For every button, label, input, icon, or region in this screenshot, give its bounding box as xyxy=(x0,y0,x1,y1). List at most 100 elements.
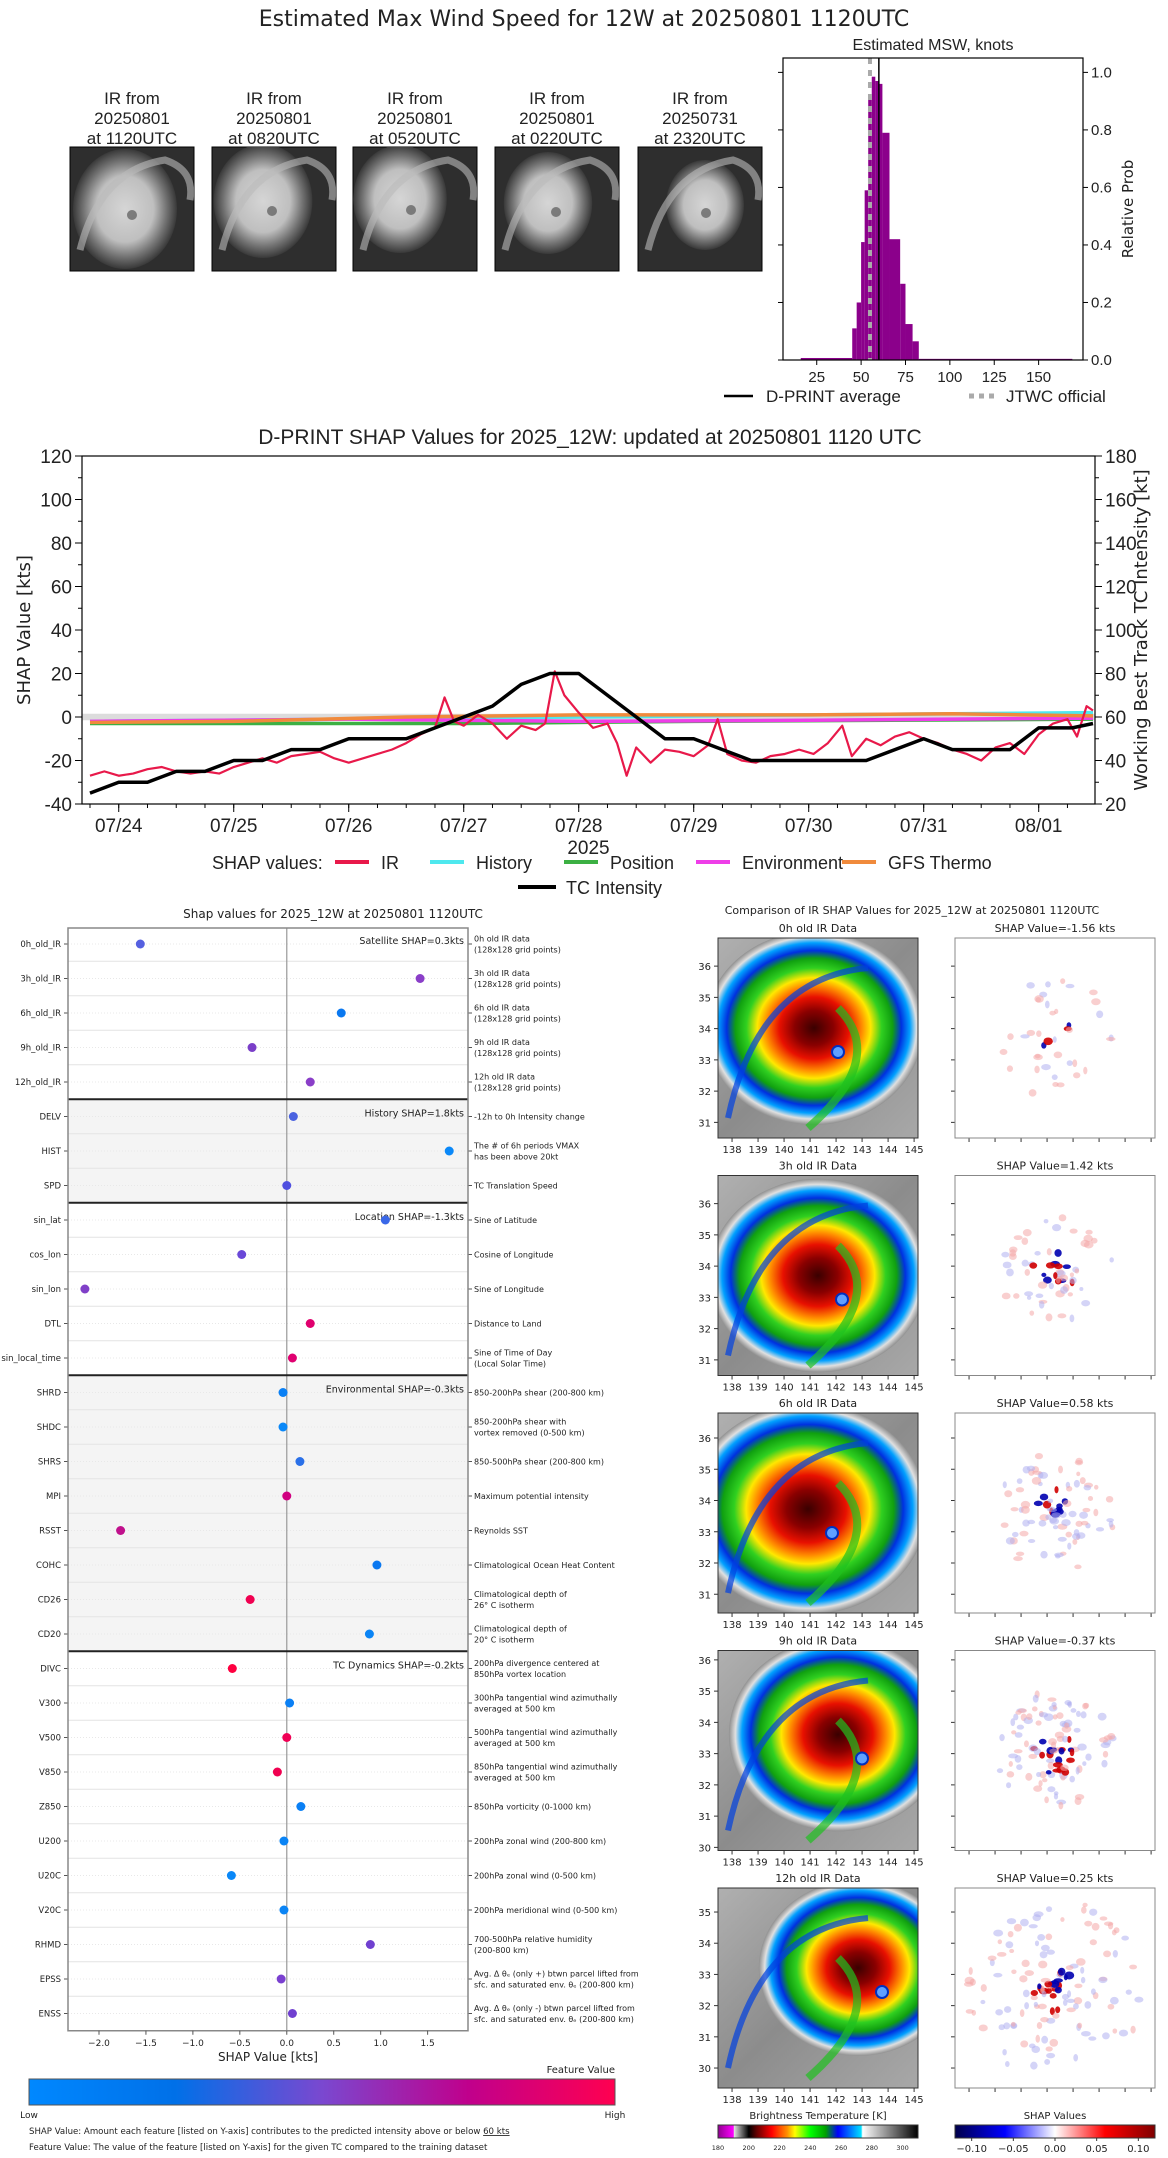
feature-group: sin_lat Sine of Latitude cos_lon Cosine of … xyxy=(1,1202,554,1376)
feature-description: Climatological Ocean Heat Content xyxy=(474,1561,615,1570)
y-tick-label: 1.0 xyxy=(1091,64,1112,81)
x-tick-label: 07/27 xyxy=(440,816,488,837)
legend-jtwc-label: JTWC official xyxy=(1006,387,1106,406)
feature-description: The # of 6h periods VMAX xyxy=(473,1142,580,1151)
x-tick-label: 07/26 xyxy=(325,816,373,837)
ir-panel-title: 3h old IR Data xyxy=(779,1160,857,1173)
feature-description: 850hPa tangential wind azimuthally xyxy=(474,1763,618,1772)
lat-tick-label: 35 xyxy=(698,1687,711,1698)
group-label: TC Dynamics SHAP=-0.2kts xyxy=(332,1660,464,1671)
feature-description: Avg. Δ θₑ (only +) btwn parcel lifted fr… xyxy=(474,1970,639,1979)
y-tick-label: 60 xyxy=(51,578,72,599)
feature-description: (200-800 km) xyxy=(474,1946,529,1955)
lon-tick-label: 138 xyxy=(722,2095,741,2106)
histogram-bar xyxy=(800,357,853,360)
y-tick-label: 40 xyxy=(51,621,72,642)
y-axis-label-right: Working Best Track TC Intensity [kt] xyxy=(1131,469,1152,790)
ir-panel-title: 9h old IR Data xyxy=(779,1635,857,1648)
feature-description: has been above 20kt xyxy=(474,1153,558,1162)
x-tick-label: 07/30 xyxy=(785,816,833,837)
feature-name: CD26 xyxy=(38,1596,61,1606)
histogram-bar xyxy=(900,283,906,360)
comparison-row: 0h old IR Data SHAP Value=-1.56 kts 31 32 33… xyxy=(698,922,1156,1156)
feature-description: 12h old IR data xyxy=(474,1073,535,1082)
legend-label: TC Intensity xyxy=(566,878,662,898)
thumbnail-title: 20250801 xyxy=(519,109,595,128)
ir-image xyxy=(718,1175,918,1376)
comparison-row: 6h old IR Data SHAP Value=0.58 kts 31 32 33 3… xyxy=(698,1397,1156,1631)
shap-panel-title: SHAP Value=-1.56 kts xyxy=(995,922,1116,935)
thumbnail-title: IR from xyxy=(246,89,302,108)
colorbar-label: Feature Value xyxy=(547,2065,615,2076)
x-tick-label: −0.5 xyxy=(229,2039,251,2049)
comparison-row: 12h old IR Data SHAP Value=0.25 kts 30 31 32… xyxy=(698,1872,1156,2106)
feature-description: sfc. and saturated env. θₑ (200-800 km) xyxy=(474,2015,634,2024)
shap-panel-title: SHAP Value=0.58 kts xyxy=(997,1397,1114,1410)
shap-colorbar xyxy=(954,2124,1156,2139)
lon-tick-label: 142 xyxy=(827,1620,846,1631)
shap-frame xyxy=(954,1175,1156,1376)
lon-tick-label: 141 xyxy=(801,1145,820,1156)
feature-name: V500 xyxy=(39,1734,61,1744)
feature-name: COHC xyxy=(36,1561,61,1571)
note-text: SHAP Value: Amount each feature [listed … xyxy=(29,2127,510,2137)
feature-name: V300 xyxy=(39,1699,61,1709)
x-tick-label: 0.0 xyxy=(280,2039,295,2049)
shap-map xyxy=(955,1175,1155,1376)
histogram-title: Estimated MSW, knots xyxy=(853,37,1014,54)
feature-shap-chart: Shap values for 2025_12W at 20250801 112… xyxy=(1,907,639,2153)
lat-tick-label: 36 xyxy=(698,1434,711,1445)
x-tick-label: 50 xyxy=(853,369,870,386)
feature-description: 700-500hPa relative humidity xyxy=(474,1935,593,1944)
x-axis-label: 2025 xyxy=(567,838,609,859)
bt-colorbar xyxy=(717,2124,919,2139)
x-tick-label: 07/29 xyxy=(670,816,718,837)
lat-tick-label: 31 xyxy=(698,1590,711,1601)
y-axis-label: Relative Prob xyxy=(1119,160,1137,259)
feature-description: Cosine of Longitude xyxy=(474,1251,554,1260)
lat-tick-label: 33 xyxy=(698,1293,711,1304)
feature-name: DIVC xyxy=(40,1665,61,1675)
colorbar-high-label: High xyxy=(605,2111,626,2121)
y-tick-label: 0.0 xyxy=(1091,352,1112,369)
feature-point xyxy=(287,1353,297,1363)
lon-tick-label: 142 xyxy=(827,1145,846,1156)
thumbnail-title: IR from xyxy=(387,89,443,108)
lon-tick-label: 140 xyxy=(775,1383,794,1394)
lat-tick-label: 36 xyxy=(698,1656,711,1667)
legend-label: Position xyxy=(610,853,674,873)
bt-tick-label: 300 xyxy=(896,2144,908,2152)
feature-description: 26° C isotherm xyxy=(474,1601,534,1610)
y-tick-label: 0.6 xyxy=(1091,179,1112,196)
group-label: Environmental SHAP=-0.3kts xyxy=(326,1384,464,1395)
lat-tick-label: 33 xyxy=(698,1750,711,1761)
feature-point xyxy=(279,1905,289,1915)
feature-description: 850hPa vorticity (0-1000 km) xyxy=(474,1803,591,1812)
comparison-title: Comparison of IR SHAP Values for 2025_12… xyxy=(725,904,1100,917)
series-lines xyxy=(89,670,1094,777)
shap-panel-title: SHAP Value=-0.37 kts xyxy=(995,1635,1116,1648)
feature-description: 3h old IR data xyxy=(474,969,530,978)
feature-description: vortex removed (0-500 km) xyxy=(474,1429,585,1438)
ir-thumbnail-image xyxy=(211,146,337,272)
legend-title: SHAP values: xyxy=(212,853,323,873)
feature-point xyxy=(296,1802,306,1811)
ir-thumbnail-image xyxy=(352,146,478,272)
x-tick-label: 75 xyxy=(897,369,914,386)
feature-group: SHRD 850-200hPa shear (200-800 km) SHDC 850… xyxy=(36,1375,615,1652)
bt-colorbar-label: Brightness Temperature [K] xyxy=(749,2111,886,2122)
lon-tick-label: 142 xyxy=(827,1383,846,1394)
bt-tick-label: 240 xyxy=(804,2144,816,2152)
thumbnail-title: 20250801 xyxy=(236,109,312,128)
y-tick-label: 0 xyxy=(61,708,72,729)
y-tick-label: 0.8 xyxy=(1091,122,1112,139)
feature-name: sin_local_time xyxy=(1,1354,61,1364)
ir-thumbnail-image xyxy=(637,146,763,272)
lat-tick-label: 33 xyxy=(698,1056,711,1067)
feature-point xyxy=(380,1215,390,1225)
lon-tick-label: 145 xyxy=(905,2095,924,2106)
feature-description: (128x128 grid points) xyxy=(474,1084,561,1093)
lat-tick-label: 30 xyxy=(698,1843,711,1854)
shap-tick-label: −0.05 xyxy=(998,2144,1029,2155)
lon-tick-label: 142 xyxy=(827,1858,846,1869)
